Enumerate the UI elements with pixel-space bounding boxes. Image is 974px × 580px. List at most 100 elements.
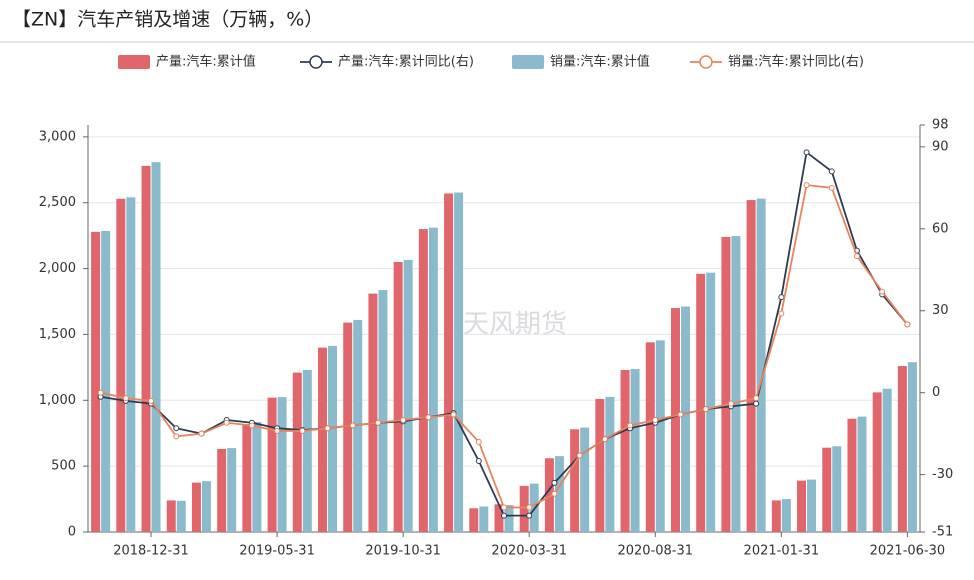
point (828, 168, 835, 175)
y2-tick-label: 98 (932, 118, 949, 133)
legend-label: 销量:汽车:累计同比(右) (728, 54, 864, 70)
bar (91, 231, 101, 532)
bar (696, 273, 706, 532)
point (501, 504, 507, 511)
y2-tick-label: 90 (932, 139, 949, 154)
bar (418, 229, 428, 532)
x-tick-label: 2018-12-31 (113, 544, 189, 559)
bar (897, 366, 907, 532)
point (853, 253, 860, 260)
bar (519, 485, 529, 532)
point (425, 414, 432, 421)
bar (242, 423, 252, 532)
bar (645, 342, 655, 532)
bar (655, 340, 665, 532)
point (627, 422, 634, 429)
bar (201, 481, 211, 532)
bar (328, 345, 338, 532)
bar (141, 165, 151, 532)
y2-tick-label: 0 (932, 385, 940, 400)
point (551, 479, 558, 486)
y-tick-label: 1,500 (39, 327, 76, 342)
bar (781, 499, 791, 532)
bar (580, 427, 590, 532)
x-tick-label: 2021-06-30 (870, 544, 946, 559)
point (904, 321, 911, 328)
y-tick-label: 3,000 (39, 129, 76, 144)
bar (116, 198, 126, 533)
point (148, 397, 155, 404)
point (122, 395, 129, 402)
bar (479, 506, 489, 532)
y2-tick-label: -51 (932, 525, 953, 540)
y-tick-label: 500 (51, 459, 76, 474)
x-tick-label: 2019-05-31 (239, 544, 315, 559)
point (576, 452, 583, 459)
bar (454, 192, 464, 533)
legend-swatch (512, 55, 544, 69)
bar (444, 193, 454, 532)
point (299, 427, 306, 434)
point (803, 149, 810, 156)
x-tick-label: 2020-03-31 (491, 544, 567, 559)
point (551, 490, 558, 497)
bar (277, 397, 287, 532)
point (879, 288, 886, 295)
point (727, 400, 734, 407)
point (652, 417, 659, 424)
legend-label: 销量:汽车:累计值 (550, 54, 650, 70)
bar (721, 236, 731, 532)
bar (907, 362, 917, 532)
point (601, 436, 608, 443)
x-tick-label: 2020-08-31 (617, 544, 693, 559)
bar (630, 369, 640, 532)
bar (469, 508, 479, 532)
bar (504, 504, 514, 532)
y-tick-label: 2,500 (39, 195, 76, 210)
point (803, 182, 810, 189)
bar (267, 397, 277, 532)
point (248, 422, 255, 429)
point (526, 512, 533, 519)
chart-title: 【ZN】汽车产销及增速（万辆，%） (12, 9, 323, 31)
point (828, 184, 835, 191)
legend-swatch (118, 55, 150, 69)
bar (797, 480, 807, 532)
point (526, 504, 533, 511)
bar (393, 261, 403, 532)
bar (151, 162, 161, 533)
y-tick-label: 0 (68, 525, 76, 540)
bar (605, 396, 615, 532)
bar (570, 429, 580, 532)
bar (706, 272, 716, 532)
point (400, 417, 407, 424)
bar (857, 416, 867, 532)
bar (554, 456, 564, 532)
bar (680, 306, 690, 532)
point (173, 433, 180, 440)
point (450, 411, 457, 418)
point (753, 395, 760, 402)
bar (494, 504, 504, 532)
bar (620, 369, 630, 532)
bar (756, 198, 766, 533)
x-tick-label: 2019-10-31 (365, 544, 441, 559)
bar (252, 422, 262, 532)
legend-label: 产量:汽车:累计同比(右) (338, 54, 474, 70)
bar (882, 388, 892, 532)
bar (872, 392, 882, 532)
bar (595, 398, 605, 532)
bar (302, 369, 312, 532)
legend-swatch (699, 55, 713, 69)
point (324, 425, 331, 432)
point (702, 406, 709, 413)
x-tick-label: 2021-01-31 (744, 544, 820, 559)
bar (292, 372, 302, 532)
point (198, 430, 205, 437)
point (274, 427, 281, 434)
bar (807, 479, 817, 532)
y-tick-label: 1,000 (39, 393, 76, 408)
bar (822, 447, 832, 532)
legend-swatch (309, 55, 323, 69)
